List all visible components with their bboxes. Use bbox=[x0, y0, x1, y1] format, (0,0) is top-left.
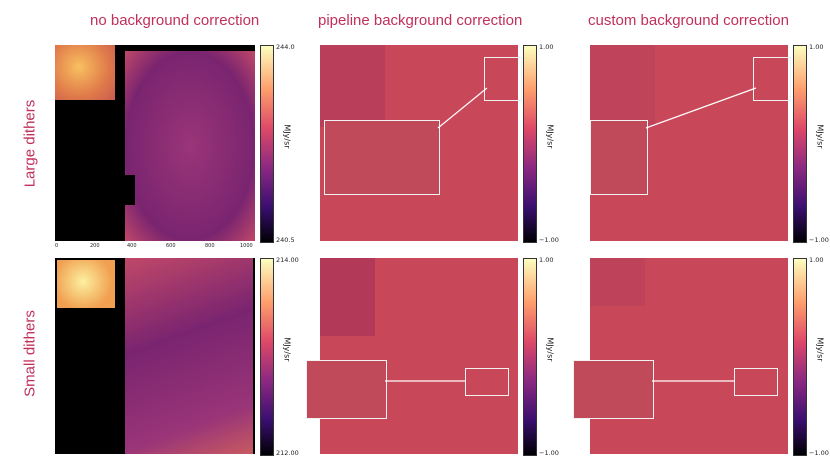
unit-label-pipeline-small: MJy/sr bbox=[545, 337, 555, 362]
col-title-custom: custom background correction bbox=[588, 12, 789, 29]
panel-custom-small bbox=[590, 258, 788, 454]
col-title-pipeline: pipeline background correction bbox=[318, 12, 523, 29]
row-label-large: Large dithers bbox=[21, 99, 39, 188]
zoom-inset-custom-small bbox=[573, 360, 654, 419]
colorbar-custom-small bbox=[793, 258, 807, 456]
colorbar-raw-large bbox=[260, 45, 274, 243]
colorbar-pipeline-small bbox=[523, 258, 537, 456]
unit-label-custom-small: MJy/sr bbox=[815, 337, 825, 362]
col-title-raw: no background correction bbox=[90, 12, 260, 29]
unit-label-pipeline-large: MJy/sr bbox=[545, 124, 555, 149]
zoom-inset-pipeline-small bbox=[306, 360, 387, 419]
colorbar-custom-large bbox=[793, 45, 807, 243]
unit-label-raw-large: MJy/sr bbox=[282, 124, 292, 149]
zoom-inset-custom-large bbox=[590, 120, 648, 195]
colorbar-pipeline-large bbox=[523, 45, 537, 243]
unit-label-custom-large: MJy/sr bbox=[815, 124, 825, 149]
panel-pipeline-small bbox=[320, 258, 518, 454]
panel-raw-large bbox=[55, 45, 255, 241]
colorbar-raw-small bbox=[260, 258, 274, 456]
zoom-inset-pipeline-large bbox=[324, 120, 440, 195]
unit-label-raw-small: MJy/sr bbox=[282, 337, 292, 362]
row-label-small: Small dithers bbox=[21, 310, 39, 397]
panel-raw-small bbox=[55, 258, 255, 454]
